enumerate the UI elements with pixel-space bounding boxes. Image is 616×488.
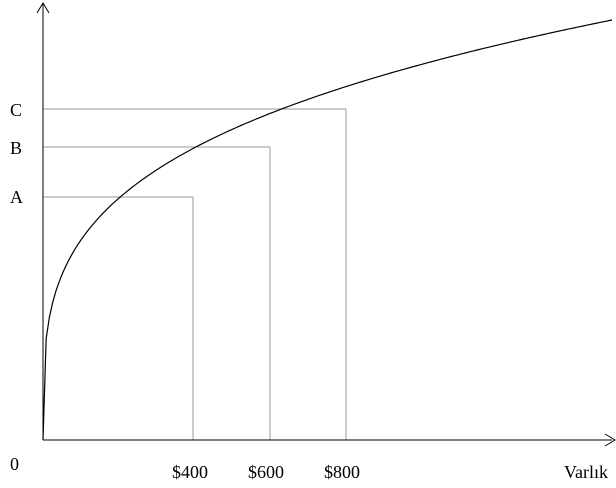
x-axis-arrow xyxy=(604,433,616,447)
x-axis-label: Varlık xyxy=(564,462,608,482)
y-axis-arrow xyxy=(36,2,50,14)
y-tick-label-c: C xyxy=(10,100,22,120)
x-tick-label-600: $600 xyxy=(248,462,284,482)
x-tick-label-800: $800 xyxy=(324,462,360,482)
y-tick-label-a: A xyxy=(10,187,23,207)
x-tick-label-400: $400 xyxy=(172,462,208,482)
origin-label: 0 xyxy=(10,454,19,474)
utility-curve xyxy=(42,19,613,441)
y-tick-label-b: B xyxy=(10,138,22,158)
